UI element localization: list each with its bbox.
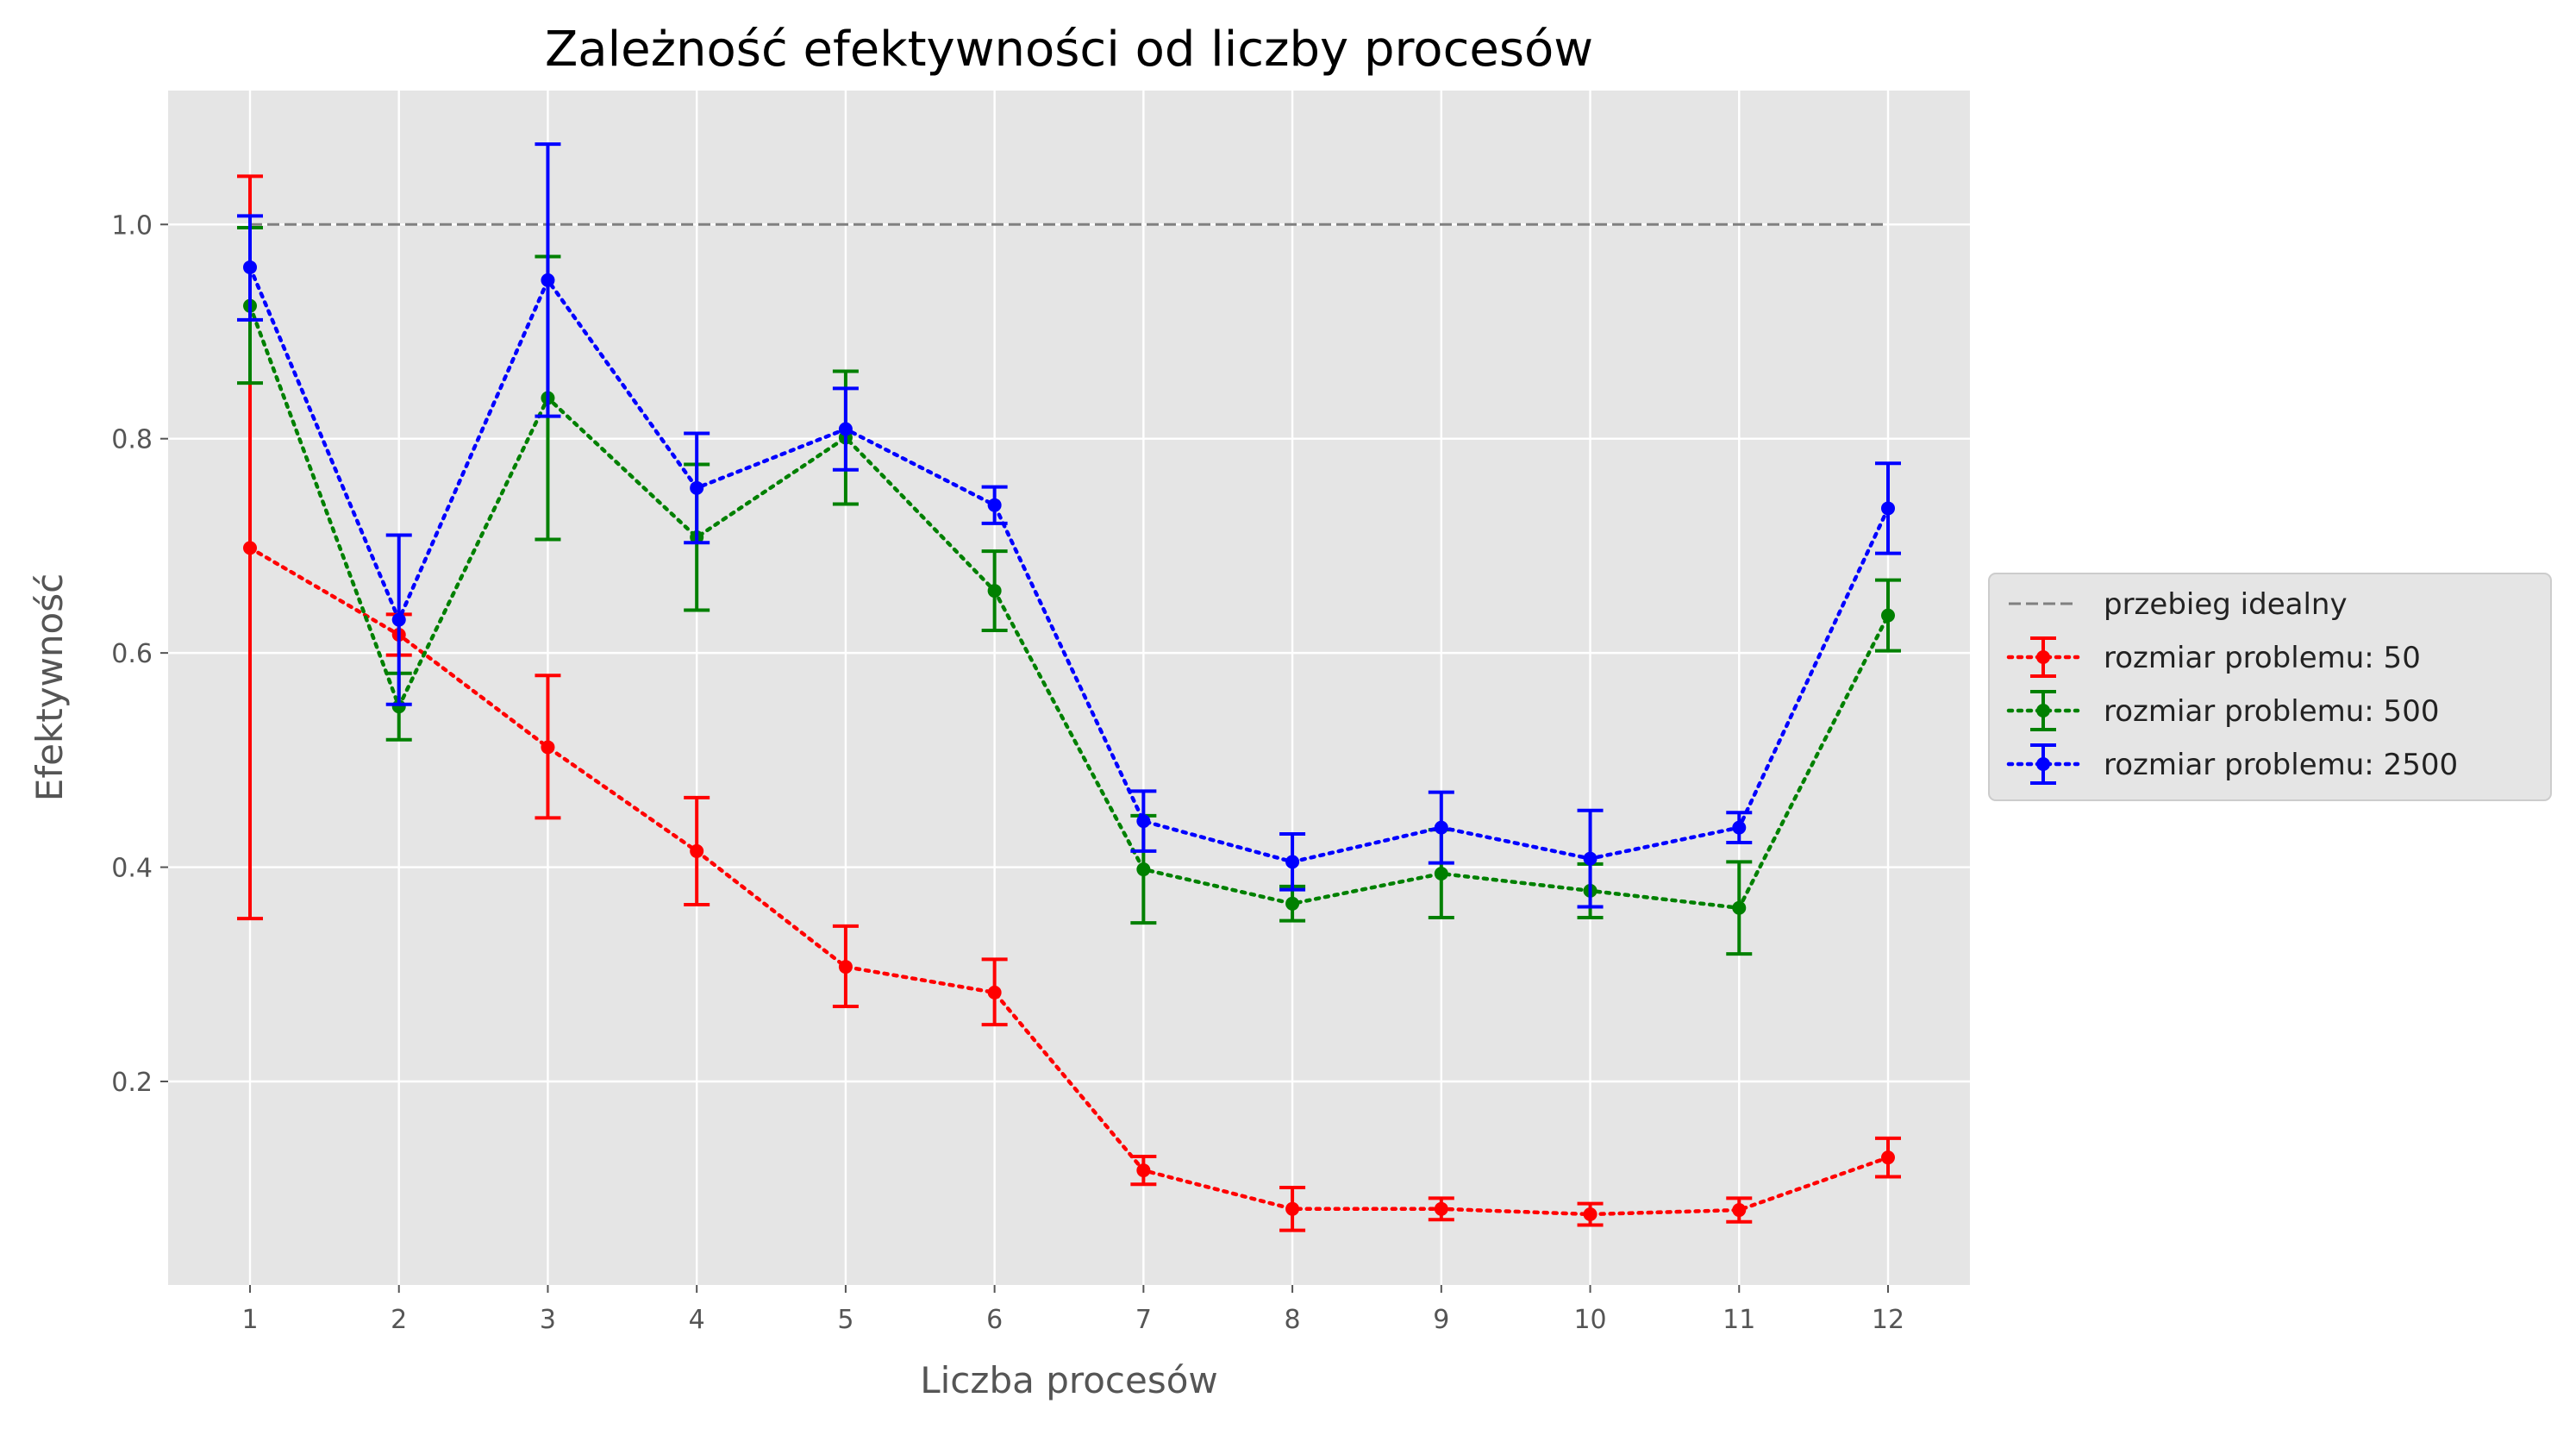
data-point [1136,862,1151,877]
data-point [541,273,555,287]
data-point [391,612,406,627]
x-axis-label: Liczba procesów [920,1359,1218,1401]
y-tick-label: 1.0 [111,210,153,241]
data-point [1136,814,1151,829]
data-point [1881,1150,1895,1165]
plot-area [168,91,1970,1285]
y-axis-label: Efektywność [28,573,71,801]
data-point [838,960,853,975]
legend-series-label: rozmiar problemu: 2500 [2104,748,2458,782]
legend-marker [2036,704,2050,718]
x-tick-label: 12 [1872,1305,1904,1335]
data-point [1732,900,1747,915]
data-point [1881,608,1895,623]
data-point [1881,501,1895,516]
series-layer [237,142,1901,1232]
data-point [1136,1163,1151,1178]
y-tick-label: 0.2 [111,1068,153,1098]
y-tick-labels: 0.2 0.4 0.6 0.8 1.0 [111,210,168,1098]
data-point [690,843,704,858]
data-point [987,584,1002,599]
data-point [1732,1203,1747,1218]
x-tick-label: 3 [540,1305,556,1335]
data-point [1434,820,1448,835]
legend-box [1988,573,2552,801]
x-tick-label: 4 [689,1305,705,1335]
data-point [1583,1207,1597,1222]
legend-marker [2036,650,2050,664]
legend-ideal-label: przebieg idealny [2104,587,2348,622]
x-tick-label: 1 [241,1305,258,1335]
x-tick-label: 7 [1135,1305,1152,1335]
data-point [987,498,1002,512]
data-point [243,541,257,555]
legend: przebieg idealny rozmiar problemu: 50 rozm… [1988,573,2552,801]
data-point [1583,851,1597,866]
series-line [247,546,1891,1217]
series-line [247,304,1891,911]
legend-series-label: rozmiar problemu: 500 [2104,694,2439,729]
x-tick-label: 2 [391,1305,407,1335]
chart-title: Zależność efektywności od liczby procesó… [545,22,1593,78]
data-point [1285,896,1300,911]
y-tick-label: 0.8 [111,425,153,455]
series-1 [237,174,1901,1232]
data-point [987,985,1002,1000]
data-point [1434,1201,1448,1216]
x-tick-label: 11 [1723,1305,1755,1335]
series-3 [237,142,1901,909]
y-tick-label: 0.4 [111,854,153,884]
series-line [247,265,1891,864]
data-point [1434,867,1448,881]
y-tick-label: 0.6 [111,639,153,669]
data-point [243,260,257,274]
data-point [1285,855,1300,869]
data-point [1732,820,1747,835]
x-tick-label: 5 [837,1305,853,1335]
data-point [838,422,853,436]
x-tick-label: 8 [1285,1305,1301,1335]
data-point [541,740,555,755]
data-point [1285,1201,1300,1216]
data-point [690,480,704,495]
x-tick-label: 6 [986,1305,1003,1335]
x-tick-label: 10 [1573,1305,1606,1335]
x-tick-label: 9 [1433,1305,1449,1335]
legend-marker [2036,757,2050,771]
x-tick-labels: 1 2 3 4 5 6 7 8 9 10 11 12 [241,1285,1904,1335]
legend-series-label: rozmiar problemu: 50 [2104,641,2421,675]
